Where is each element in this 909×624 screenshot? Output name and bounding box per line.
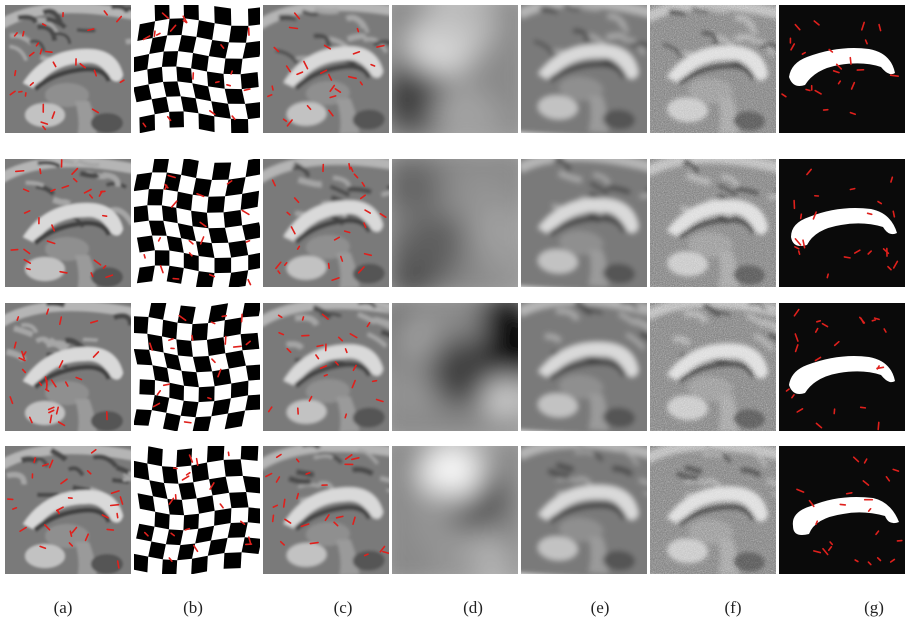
displacement-arrows <box>9 10 125 131</box>
caption-a: (a) <box>53 598 73 617</box>
corpus-callosum-mask <box>789 356 895 394</box>
mri-warped-image <box>263 303 389 431</box>
caption-b: (b) <box>183 598 203 617</box>
panel-e-row-1 <box>521 5 647 133</box>
checkerboard-image <box>134 303 260 431</box>
blur-field-image <box>392 446 518 574</box>
mri-image <box>5 5 131 133</box>
panel-e-row-3 <box>521 303 647 431</box>
warped-grid <box>134 159 260 287</box>
panel-d-row-1 <box>392 5 518 133</box>
mri-image <box>5 159 131 287</box>
panel-a-row-1 <box>5 5 131 133</box>
panel-g-row-3 <box>779 303 905 431</box>
panel-b-row-3 <box>134 303 260 431</box>
mask-image <box>779 5 905 133</box>
displacement-arrows <box>10 159 114 279</box>
mri-smooth-image <box>521 303 647 431</box>
displacement-arrows <box>143 451 253 562</box>
panel-e-row-4 <box>521 446 647 574</box>
caption-g: (g) <box>864 598 884 617</box>
panel-g-row-2 <box>779 159 905 287</box>
corpus-callosum-mask <box>792 497 899 535</box>
caption-c: (c) <box>333 598 353 617</box>
mri-noisy-image <box>650 446 776 574</box>
displacement-arrows <box>149 313 251 424</box>
displacement-arrows <box>796 456 903 566</box>
warped-grid <box>134 303 260 431</box>
warped-grid <box>134 446 260 574</box>
deformation-field <box>392 5 518 133</box>
panel-g-row-4 <box>779 446 905 574</box>
caption-e: (e) <box>590 598 610 617</box>
checkerboard-image <box>134 446 260 574</box>
corpus-callosum-mask <box>789 48 895 86</box>
checkerboard-image <box>134 159 260 287</box>
panel-b-row-2 <box>134 159 260 287</box>
blur-field-image <box>392 303 518 431</box>
panel-a-row-3 <box>5 303 131 431</box>
mask-image <box>779 446 905 574</box>
mri-noisy-image <box>650 303 776 431</box>
checkerboard-image <box>134 5 260 133</box>
panel-f-row-3 <box>650 303 776 431</box>
panel-a-row-4 <box>5 446 131 574</box>
displacement-arrows <box>267 12 385 127</box>
mri-noisy-image <box>650 5 776 133</box>
panel-f-row-4 <box>650 446 776 574</box>
deformation-field <box>392 446 518 574</box>
displacement-arrows <box>143 174 252 286</box>
panel-e-row-2 <box>521 159 647 287</box>
blur-field-image <box>392 5 518 133</box>
mask-image <box>779 303 905 431</box>
displacement-arrows <box>271 163 387 281</box>
caption-f: (f) <box>724 598 742 617</box>
blur-field-image <box>392 159 518 287</box>
panel-d-row-2 <box>392 159 518 287</box>
panel-d-row-4 <box>392 446 518 574</box>
mri-image <box>5 303 131 431</box>
panel-f-row-1 <box>650 5 776 133</box>
corpus-callosum-mask <box>791 208 897 246</box>
mask-image <box>779 159 905 287</box>
panel-g-row-1 <box>779 5 905 133</box>
displacement-arrows <box>785 308 887 431</box>
mri-warped-image <box>263 446 389 574</box>
mri-smooth-image <box>521 159 647 287</box>
displacement-arrows <box>267 313 384 419</box>
mri-smooth-image <box>521 5 647 133</box>
caption-d: (d) <box>463 598 483 617</box>
panel-f-row-2 <box>650 159 776 287</box>
panel-d-row-3 <box>392 303 518 431</box>
displacement-arrows <box>142 12 251 128</box>
panel-c-row-4 <box>263 446 389 574</box>
deformation-field <box>392 303 518 431</box>
panel-b-row-4 <box>134 446 260 574</box>
deformation-field <box>392 159 518 287</box>
displacement-arrows <box>9 308 108 427</box>
warped-grid <box>134 5 260 133</box>
mri-image <box>5 446 131 574</box>
panel-c-row-2 <box>263 159 389 287</box>
displacement-arrows <box>265 453 389 557</box>
panel-c-row-3 <box>263 303 389 431</box>
panel-b-row-1 <box>134 5 260 133</box>
panel-c-row-1 <box>263 5 389 133</box>
displacement-arrows <box>6 448 124 569</box>
mri-smooth-image <box>521 446 647 574</box>
mri-warped-image <box>263 159 389 287</box>
mri-warped-image <box>263 5 389 133</box>
panel-a-row-2 <box>5 159 131 287</box>
displacement-arrows <box>793 168 899 279</box>
mri-noisy-image <box>650 159 776 287</box>
displacement-arrows <box>781 20 900 116</box>
